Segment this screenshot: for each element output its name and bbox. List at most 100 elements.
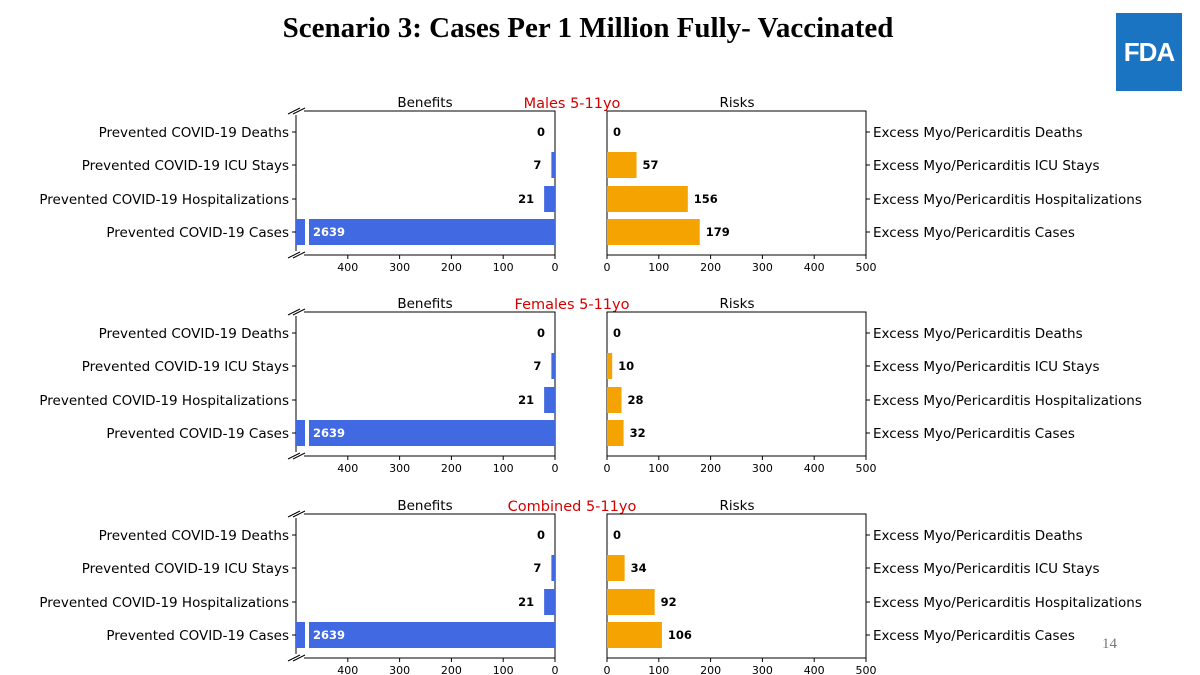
benefit-bar — [309, 420, 555, 446]
risk-x-tick-label: 400 — [804, 462, 825, 475]
risk-category-label: Excess Myo/Pericarditis Deaths — [873, 326, 1083, 342]
benefit-value-label: 0 — [537, 528, 545, 542]
risk-bar — [607, 186, 688, 212]
risk-category-label: Excess Myo/Pericarditis Deaths — [873, 528, 1083, 544]
benefit-x-tick-label: 0 — [552, 664, 559, 675]
page-number: 14 — [1102, 636, 1117, 652]
risk-value-label: 156 — [694, 192, 718, 206]
risk-x-tick-label: 500 — [856, 261, 877, 274]
benefit-category-label: Prevented COVID-19 Cases — [106, 628, 289, 644]
risk-x-tick-label: 100 — [648, 462, 669, 475]
benefit-bar — [551, 555, 555, 581]
risk-value-label: 0 — [613, 125, 621, 139]
benefit-category-label: Prevented COVID-19 Deaths — [99, 528, 289, 544]
benefit-x-tick-label: 200 — [441, 261, 462, 274]
combined-risks-label: Risks — [719, 498, 754, 514]
males-panel-title: Males 5-11yo — [524, 96, 621, 112]
axis-break-mark — [287, 308, 301, 316]
males-risks-frame — [606, 110, 867, 256]
risk-category-label: Excess Myo/Pericarditis Cases — [873, 628, 1075, 644]
risk-category-label: Excess Myo/Pericarditis ICU Stays — [873, 359, 1100, 375]
benefit-category-label: Prevented COVID-19 ICU Stays — [82, 158, 289, 174]
risk-x-tick-label: 200 — [700, 664, 721, 675]
benefit-bar-stub — [296, 420, 305, 446]
risk-category-label: Excess Myo/Pericarditis Deaths — [873, 125, 1083, 141]
combined-risks-frame — [606, 513, 867, 659]
benefit-value-label: 21 — [518, 595, 534, 609]
risk-bar — [607, 152, 637, 178]
risk-x-tick-label: 200 — [700, 261, 721, 274]
benefit-category-label: Prevented COVID-19 Deaths — [99, 326, 289, 342]
combined-panel-title: Combined 5-11yo — [508, 499, 637, 515]
risk-bar — [607, 353, 613, 379]
risk-x-tick-label: 100 — [648, 664, 669, 675]
benefit-value-label: 2639 — [313, 225, 345, 239]
risk-bar — [607, 589, 655, 615]
benefit-bar — [544, 186, 555, 212]
benefit-x-tick-label: 300 — [389, 462, 410, 475]
benefit-category-label: Prevented COVID-19 Deaths — [99, 125, 289, 141]
benefit-value-label: 0 — [537, 125, 545, 139]
females-panel-title: Females 5-11yo — [515, 297, 630, 313]
benefit-bar-stub — [296, 622, 305, 648]
benefit-x-tick-label: 100 — [493, 261, 514, 274]
risk-x-tick-label: 0 — [604, 462, 611, 475]
benefit-value-label: 7 — [533, 158, 541, 172]
risk-category-label: Excess Myo/Pericarditis Hospitalizations — [873, 393, 1142, 409]
females-risks-frame — [606, 311, 867, 457]
benefit-x-tick-label: 400 — [337, 462, 358, 475]
axis-break-mark — [292, 251, 306, 259]
risk-value-label: 106 — [668, 628, 692, 642]
risk-bar — [607, 219, 700, 245]
benefit-x-tick-label: 0 — [552, 462, 559, 475]
benefit-x-tick-label: 100 — [493, 462, 514, 475]
risk-value-label: 92 — [661, 595, 677, 609]
benefit-x-tick-label: 400 — [337, 664, 358, 675]
benefit-category-label: Prevented COVID-19 Hospitalizations — [39, 595, 289, 611]
axis-break-mark — [287, 510, 301, 518]
benefit-value-label: 2639 — [313, 426, 345, 440]
axis-break-mark — [292, 510, 306, 518]
risk-x-tick-label: 500 — [856, 664, 877, 675]
risk-x-tick-label: 500 — [856, 462, 877, 475]
risk-x-tick-label: 0 — [604, 664, 611, 675]
benefit-category-label: Prevented COVID-19 Cases — [106, 426, 289, 442]
risk-category-label: Excess Myo/Pericarditis Cases — [873, 426, 1075, 442]
benefit-x-tick-label: 400 — [337, 261, 358, 274]
benefit-bar — [309, 622, 555, 648]
benefit-bar — [544, 387, 555, 413]
benefit-bar — [551, 152, 555, 178]
risk-category-label: Excess Myo/Pericarditis Hospitalizations — [873, 595, 1142, 611]
risk-category-label: Excess Myo/Pericarditis Hospitalizations — [873, 192, 1142, 208]
benefit-category-label: Prevented COVID-19 Cases — [106, 225, 289, 241]
axis-break-mark — [287, 107, 301, 115]
risk-bar — [607, 387, 622, 413]
benefit-value-label: 7 — [533, 561, 541, 575]
females-risks-label: Risks — [719, 296, 754, 312]
males-benefits-frame — [295, 110, 556, 256]
benefit-category-label: Prevented COVID-19 Hospitalizations — [39, 192, 289, 208]
risk-value-label: 57 — [643, 158, 659, 172]
risk-value-label: 28 — [628, 393, 644, 407]
risk-category-label: Excess Myo/Pericarditis Cases — [873, 225, 1075, 241]
benefit-bar — [544, 589, 555, 615]
risk-value-label: 179 — [706, 225, 730, 239]
risk-bar — [607, 420, 624, 446]
benefit-bar — [309, 219, 555, 245]
benefit-x-tick-label: 200 — [441, 664, 462, 675]
males-benefits-label: Benefits — [397, 95, 452, 111]
risk-x-tick-label: 300 — [752, 261, 773, 274]
axis-break-mark — [292, 452, 306, 460]
risk-bar — [607, 622, 662, 648]
benefit-category-label: Prevented COVID-19 ICU Stays — [82, 359, 289, 375]
combined-benefits-frame — [295, 513, 556, 659]
benefit-x-tick-label: 100 — [493, 664, 514, 675]
risk-x-tick-label: 400 — [804, 664, 825, 675]
axis-break-mark — [292, 654, 306, 662]
benefit-category-label: Prevented COVID-19 Hospitalizations — [39, 393, 289, 409]
benefit-bar — [551, 353, 555, 379]
benefit-category-label: Prevented COVID-19 ICU Stays — [82, 561, 289, 577]
risk-value-label: 32 — [630, 426, 646, 440]
females-benefits-frame — [295, 311, 556, 457]
